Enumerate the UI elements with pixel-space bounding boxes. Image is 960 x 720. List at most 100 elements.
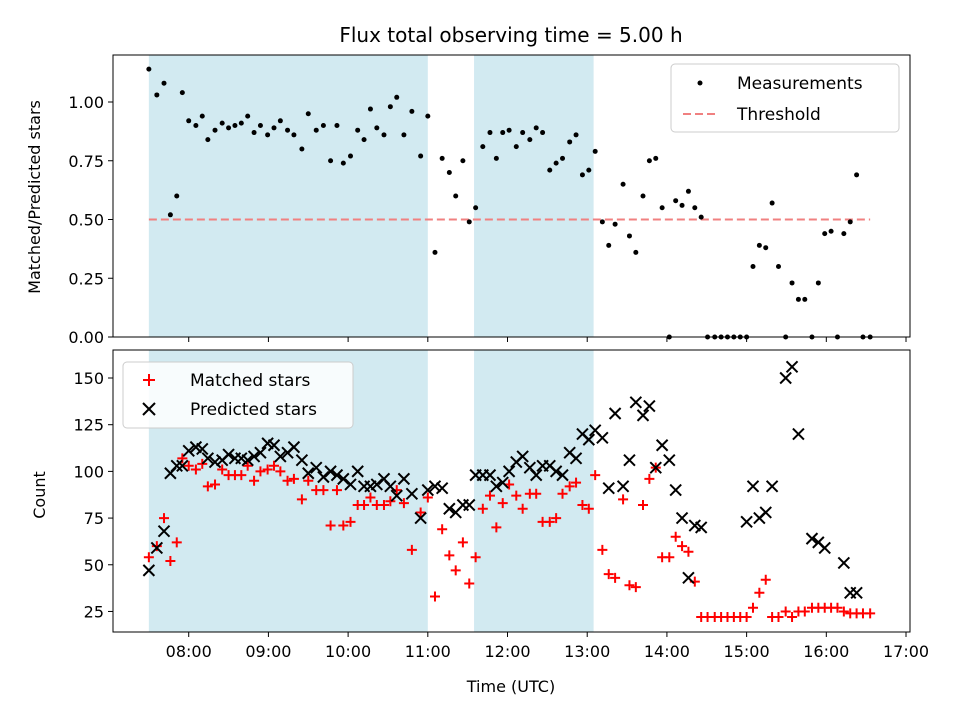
matched-star-point (378, 500, 389, 511)
chart-title: Flux total observing time = 5.00 h (339, 23, 682, 47)
predicted-star-point (616, 480, 630, 493)
measurement-point (299, 146, 305, 152)
measurement-point (340, 160, 346, 166)
matched-star-point (624, 580, 635, 591)
measurement-point (737, 334, 743, 340)
predicted-star-point (170, 459, 183, 472)
predicted-star-point (196, 442, 209, 456)
matched-star-point (385, 496, 396, 507)
measurement-point (763, 245, 769, 251)
predicted-star-point (663, 453, 676, 467)
measurement-point (795, 296, 801, 302)
matched-star-point (444, 550, 455, 561)
predicted-star-point (254, 446, 267, 459)
legend-predicted-marker (142, 402, 156, 416)
y-tick-label: 0.75 (68, 152, 104, 171)
predicted-star-point (549, 465, 563, 478)
measurement-point (313, 127, 319, 133)
measurement-point (718, 334, 724, 340)
matched-star-point (331, 485, 342, 496)
predicted-star-point (655, 439, 669, 452)
predicted-star-point (421, 483, 435, 497)
measurement-point (226, 125, 232, 131)
matched-star-point (741, 612, 752, 623)
top-legend: Measurements Threshold (670, 63, 900, 133)
predicted-star-point (302, 467, 315, 480)
predicted-star-point (779, 371, 792, 385)
measurement-point (685, 188, 691, 194)
x-tick-label: 11:00 (405, 642, 451, 661)
matched-star-point (210, 479, 221, 490)
legend-threshold-label: Threshold (736, 105, 821, 125)
top-panel: 0.00 0.25 0.50 0.75 1.00 (68, 54, 911, 347)
predicted-star-point (337, 472, 350, 486)
matched-star-point (296, 494, 307, 505)
measurement-point (540, 130, 546, 136)
measurement-point (620, 181, 626, 187)
matched-star-point (477, 503, 488, 514)
predicted-star-point (490, 480, 503, 493)
measurement-point (146, 66, 152, 72)
measurement-point (513, 144, 519, 150)
x-tick-label: 08:00 (166, 642, 212, 661)
measurement-point (854, 172, 860, 178)
measurement-point (291, 132, 297, 138)
matched-star-point (275, 466, 286, 477)
matched-star-point (429, 591, 440, 602)
predicted-star-point (324, 465, 337, 478)
observing-interval-1 (474, 350, 594, 632)
measurement-point (265, 132, 271, 138)
matched-star-point (754, 587, 765, 598)
predicted-star-point (675, 511, 689, 525)
matched-star-point (470, 552, 481, 563)
matched-star-point (760, 574, 771, 585)
measurement-point (586, 167, 592, 173)
matched-star-point (165, 556, 176, 567)
predicted-star-point (182, 444, 195, 458)
matched-star-point (603, 569, 614, 580)
y-tick-label: 0.50 (68, 211, 104, 230)
matched-star-point (450, 565, 461, 576)
matched-star-point (464, 578, 475, 589)
matched-star-point (773, 612, 784, 623)
predicted-star-point (150, 541, 164, 555)
matched-star-point (838, 606, 849, 617)
measurement-point (712, 334, 718, 340)
predicted-star-point (502, 465, 516, 478)
matched-star-point (644, 473, 655, 484)
measurement-point (579, 172, 585, 178)
matched-star-point (422, 492, 433, 503)
measurement-point (193, 123, 199, 128)
y-tick-label: 150 (73, 369, 104, 388)
y-tick-label: 0.00 (68, 328, 104, 347)
predicted-star-point (330, 468, 344, 482)
matched-star-point (865, 608, 876, 619)
predicted-star-point (694, 521, 708, 534)
matched-star-point (664, 552, 675, 563)
matched-star-point (359, 500, 370, 511)
measurement-point (698, 214, 704, 220)
matched-star-point (787, 612, 798, 623)
measurement-point (789, 280, 795, 286)
matched-star-point (202, 481, 213, 492)
predicted-star-point (556, 468, 569, 482)
measurement-point (744, 334, 750, 340)
measurement-point (425, 113, 431, 119)
predicted-star-point (390, 489, 403, 502)
matched-star-point (151, 541, 162, 552)
predicted-star-point (529, 468, 543, 482)
measurement-point (167, 212, 173, 218)
matched-star-point (799, 606, 810, 617)
bottom-legend: Matched stars Predicted stars (122, 361, 354, 429)
matched-star-point (583, 503, 594, 514)
legend-predicted-label: Predicted stars (190, 400, 317, 420)
measurement-point (334, 123, 340, 128)
matched-star-point (159, 513, 170, 524)
predicted-star-point (496, 476, 509, 489)
measurement-point (154, 92, 160, 98)
predicted-star-point (629, 396, 643, 409)
predicted-star-point (602, 481, 615, 495)
matched-star-point (638, 500, 649, 511)
x-tick-label: 10:00 (325, 642, 371, 661)
